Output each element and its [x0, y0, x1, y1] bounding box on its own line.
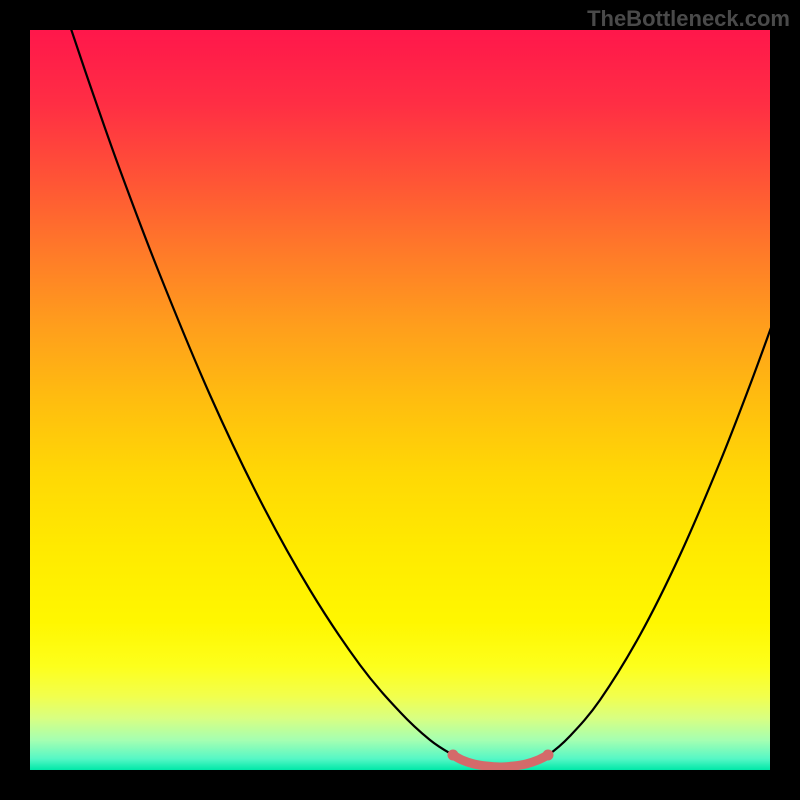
chart-plot	[30, 30, 770, 770]
frame-left	[0, 0, 30, 800]
frame-bottom	[0, 770, 800, 800]
chart-svg	[30, 30, 770, 770]
highlight-endpoint-dot	[543, 750, 554, 761]
chart-background	[30, 30, 770, 770]
frame-right	[770, 0, 800, 800]
attribution-text: TheBottleneck.com	[587, 6, 790, 32]
highlight-endpoint-dot	[448, 750, 459, 761]
